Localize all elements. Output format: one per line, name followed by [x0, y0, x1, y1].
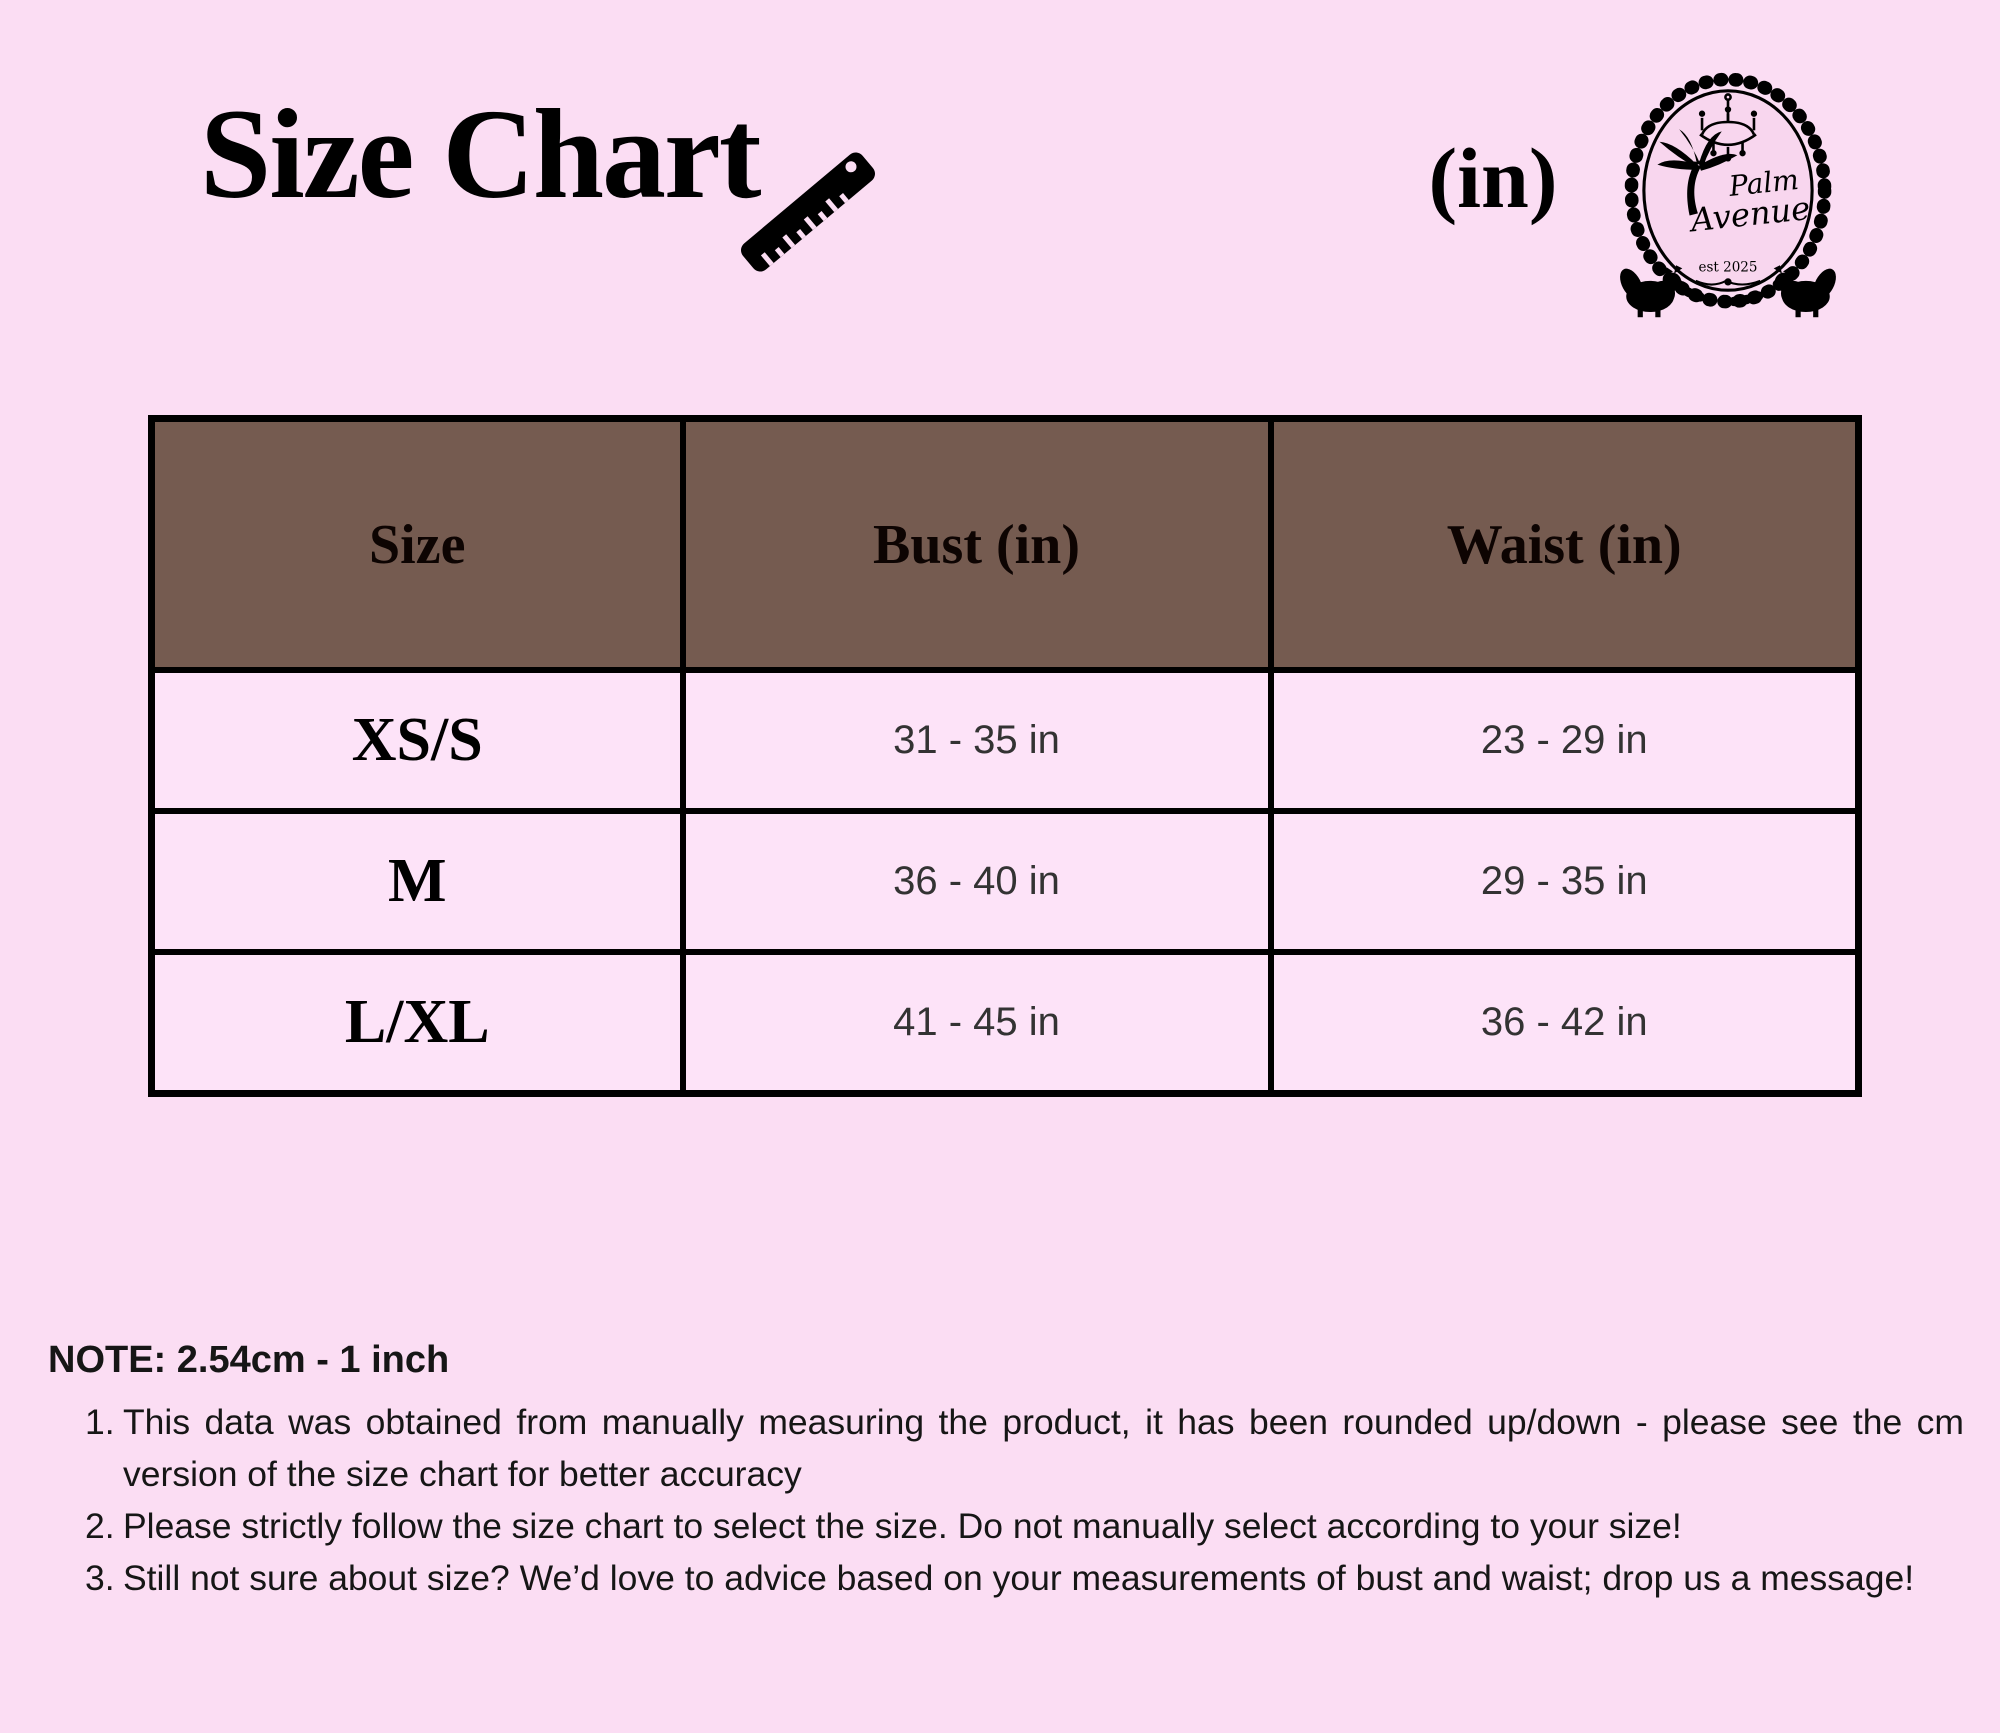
lace-frame-icon: [1624, 72, 1832, 309]
size-label: XS/S: [148, 667, 686, 814]
waist-value: 29 - 35 in: [1267, 808, 1862, 955]
note-text: This data was obtained from manually mea…: [123, 1402, 1964, 1495]
column-header-size: Size: [148, 415, 686, 673]
bust-value: 31 - 35 in: [679, 667, 1274, 814]
established-label: est 2025: [1699, 260, 1758, 276]
size-label: L/XL: [148, 949, 686, 1097]
waist-value: 36 - 42 in: [1267, 949, 1862, 1097]
column-header-waist: Waist (in): [1267, 415, 1862, 673]
brand-logo: Palm Avenue est 2025: [1608, 68, 1848, 338]
unit-label: (in): [1428, 130, 1558, 226]
palm-tree-icon: [1657, 129, 1738, 216]
list-item: 2. Please strictly follow the size chart…: [85, 1501, 1964, 1553]
note-number: 1.: [85, 1402, 115, 1443]
waist-value: 23 - 29 in: [1267, 667, 1862, 814]
size-table: Size Bust (in) Waist (in) XS/S 31 - 35 i…: [148, 415, 1862, 1097]
table-row: XS/S 31 - 35 in 23 - 29 in: [148, 667, 1862, 814]
ruler-icon: [728, 128, 888, 288]
page-title: Size Chart: [200, 83, 761, 225]
flourish-icon: [1695, 278, 1761, 286]
size-label: M: [148, 808, 686, 955]
dog-icon-right: [1772, 265, 1836, 318]
bust-value: 41 - 45 in: [679, 949, 1274, 1097]
list-item: 1. This data was obtained from manually …: [85, 1397, 1964, 1501]
table-row: M 36 - 40 in 29 - 35 in: [148, 808, 1862, 955]
note-number: 3.: [85, 1557, 115, 1598]
list-item: 3. Still not sure about size? We’d love …: [85, 1553, 1964, 1605]
bust-value: 36 - 40 in: [679, 808, 1274, 955]
note-text: Still not sure about size? We’d love to …: [123, 1557, 1915, 1598]
dog-icon-left: [1620, 265, 1684, 318]
table-row: L/XL 41 - 45 in 36 - 42 in: [148, 949, 1862, 1097]
note-heading: NOTE: 2.54cm - 1 inch: [48, 1339, 450, 1381]
ruler-icon-svg: [741, 152, 875, 272]
table-header-row: Size Bust (in) Waist (in): [148, 415, 1862, 673]
brand-logo-svg: Palm Avenue est 2025: [1620, 72, 1836, 318]
note-text: Please strictly follow the size chart to…: [123, 1506, 1682, 1547]
notes-section: NOTE: 2.54cm - 1 inch 1. This data was o…: [48, 1336, 1964, 1605]
column-header-bust: Bust (in): [679, 415, 1274, 673]
brand-name-top: Palm: [1726, 163, 1800, 203]
notes-list: 1. This data was obtained from manually …: [48, 1397, 1964, 1604]
note-number: 2.: [85, 1506, 115, 1547]
